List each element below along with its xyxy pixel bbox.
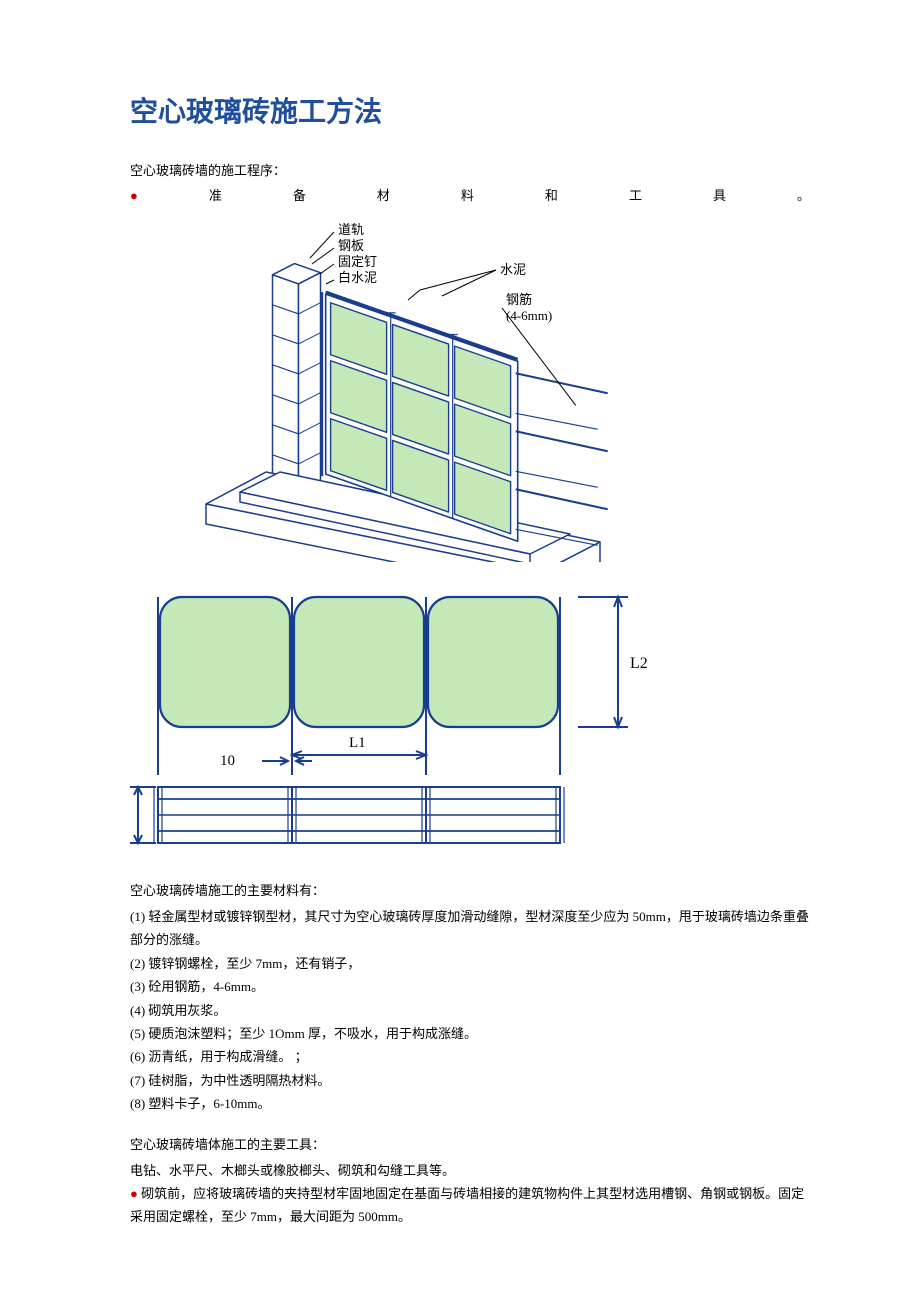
material-item: (7) 硅树脂，为中性透明隔热材料。 [130, 1069, 810, 1092]
document-page: 空心玻璃砖施工方法 空心玻璃砖墙的施工程序： ● 准 备 材 料 和 工 具 。… [0, 0, 920, 1289]
svg-text:水泥: 水泥 [500, 262, 526, 277]
tools-line: 电钻、水平尺、木榔头或橡胶榔头、砌筑和勾缝工具等。 [130, 1159, 810, 1182]
material-item: (1) 轻金属型材或镀锌钢型材，其尺寸为空心玻璃砖厚度加滑动缝隙，型材深度至少应… [130, 905, 810, 952]
bullet-char: 工 [629, 185, 642, 204]
svg-text:L1: L1 [349, 735, 366, 751]
intro-line: 空心玻璃砖墙的施工程序： [130, 160, 810, 179]
bullet-char: 。 [797, 185, 810, 204]
bullet-char: 材 [377, 185, 390, 204]
svg-text:(4-6mm): (4-6mm) [506, 308, 552, 323]
svg-text:钢板: 钢板 [338, 238, 364, 253]
diagram-section: L2L110T [130, 587, 810, 852]
svg-text:道轨: 道轨 [338, 222, 364, 237]
bullet-dot: ● [130, 1186, 138, 1201]
material-item: (3) 砼用钢筋，4-6mm。 [130, 975, 810, 998]
svg-text:10: 10 [220, 753, 235, 769]
page-title: 空心玻璃砖施工方法 [130, 90, 810, 130]
diagram-isometric: 道轨钢板固定钉白水泥 水泥钢筋(4-6mm) [170, 212, 810, 567]
fixation-para: ● 砌筑前，应将玻璃砖墙的夹持型材牢固地固定在基面与砖墙相接的建筑物构件上其型材… [130, 1182, 810, 1229]
bullet-char: 准 [209, 185, 222, 204]
svg-text:固定钉: 固定钉 [338, 254, 377, 269]
material-item: (6) 沥青纸，用于构成滑缝。 ； [130, 1045, 810, 1068]
materials-head: 空心玻璃砖墙施工的主要材料有： [130, 880, 810, 899]
bullet-dot: ● [130, 188, 138, 204]
svg-text:L2: L2 [630, 655, 648, 672]
fixation-text: 砌筑前，应将玻璃砖墙的夹持型材牢固地固定在基面与砖墙相接的建筑物构件上其型材选用… [130, 1186, 804, 1224]
material-item: (5) 硬质泡沫塑料；至少 1Omm 厚，不吸水，用于构成涨缝。 [130, 1022, 810, 1045]
bullet-row: ● 准 备 材 料 和 工 具 。 [130, 185, 810, 204]
material-item: (4) 砌筑用灰浆。 [130, 999, 810, 1022]
bullet-char: 具 [713, 185, 726, 204]
svg-text:钢筋: 钢筋 [506, 292, 532, 307]
bullet-char: 备 [293, 185, 306, 204]
material-item: (8) 塑料卡子，6-10mm。 [130, 1092, 810, 1115]
diagram-section-svg: L2L110T [130, 587, 650, 847]
diagram-isometric-svg: 道轨钢板固定钉白水泥 水泥钢筋(4-6mm) [170, 212, 630, 562]
bullet-char: 和 [545, 185, 558, 204]
material-item: (2) 镀锌钢螺栓，至少 7mm，还有销子， [130, 952, 810, 975]
bullet-char: 料 [461, 185, 474, 204]
svg-text:白水泥: 白水泥 [338, 270, 377, 285]
tools-head: 空心玻璃砖墙体施工的主要工具： [130, 1134, 810, 1153]
